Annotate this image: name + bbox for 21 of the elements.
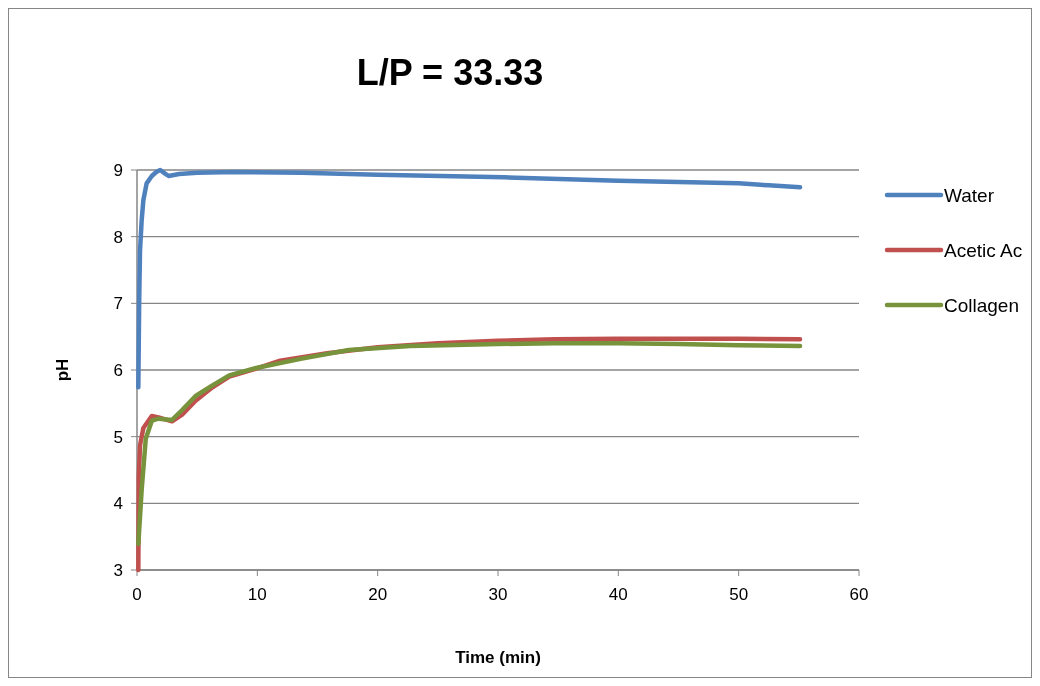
legend-label: Acetic Ac (944, 239, 1023, 261)
x-axis-title: Time (min) (455, 648, 541, 667)
y-tick-label: 4 (113, 494, 123, 514)
x-tick-label: 60 (849, 585, 869, 604)
x-tick-label: 40 (608, 585, 628, 604)
y-tick-label: 3 (113, 560, 123, 580)
y-tick-label: 7 (113, 294, 123, 314)
x-tick-label: 0 (132, 585, 142, 604)
y-tick-label: 9 (113, 160, 123, 180)
x-tick-label: 30 (488, 585, 508, 604)
x-tick-label: 10 (247, 585, 267, 604)
x-tick-label: 20 (368, 585, 388, 604)
legend-label: Collagen (944, 294, 1019, 316)
y-axis-title: pH (53, 358, 72, 382)
chart-title: L/P = 33.33 (356, 52, 544, 93)
y-tick-label: 5 (113, 427, 123, 447)
legend-label: Water (944, 184, 995, 206)
line-series (136, 167, 803, 390)
x-tick-label: 50 (729, 585, 749, 604)
y-tick-label: 6 (113, 360, 123, 380)
y-tick-label: 8 (113, 227, 123, 247)
